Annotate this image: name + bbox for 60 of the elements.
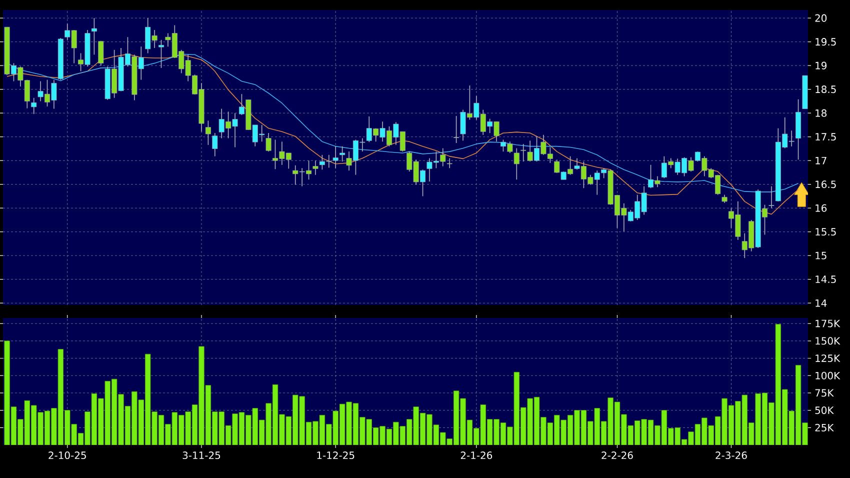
bar [540, 417, 546, 445]
x-tick-label: 2-1-26 [460, 452, 492, 460]
bar [312, 421, 318, 445]
candlestick [514, 148, 520, 180]
bar [768, 402, 774, 445]
bar [380, 426, 386, 445]
y-tick-label: 150K [816, 337, 840, 345]
candlestick [91, 18, 97, 56]
bar [426, 414, 432, 445]
candlestick [768, 186, 774, 208]
candlestick [212, 132, 218, 157]
y-tick-label: 25K [815, 424, 834, 432]
y-tick-label: 17.5 [816, 133, 836, 141]
bar [198, 346, 204, 445]
bar [574, 410, 580, 445]
y-tick-label: 14.5 [816, 276, 836, 284]
bar [654, 425, 660, 445]
y-tick-label: 14 [816, 299, 827, 307]
y-tick-label: 19 [816, 62, 827, 70]
y-tick-label: 19.5 [816, 38, 836, 46]
y-tick-label: 175K [816, 320, 840, 328]
candlestick [454, 116, 460, 144]
x-tick-label: 2-10-25 [48, 452, 86, 460]
x-tick-label: 2-2-26 [602, 452, 633, 460]
y-tick-label: 18 [816, 109, 827, 117]
x-tick-label: 2-3-26 [716, 452, 747, 460]
bar [84, 411, 90, 445]
bar [460, 398, 466, 445]
x-tick-label: 1-12-25 [317, 452, 354, 460]
y-tick-label: 18.5 [816, 86, 836, 94]
y-tick-label: 16 [816, 204, 827, 212]
bar [802, 422, 808, 445]
bar [118, 394, 124, 445]
bar [722, 398, 728, 445]
y-tick-label: 15 [816, 252, 826, 260]
candlestick [520, 144, 526, 162]
y-tick-label: 16.5 [816, 180, 836, 188]
y-tick-label: 75K [815, 389, 834, 397]
candlestick [266, 132, 272, 152]
candlestick [205, 120, 211, 146]
y-tick-label: 20 [815, 14, 827, 22]
bar [51, 408, 57, 445]
candlestick [340, 146, 346, 162]
candlestick [158, 40, 164, 68]
y-tick-label: 17 [816, 156, 826, 164]
y-tick-label: 100K [816, 372, 840, 380]
bar [4, 340, 10, 445]
candlestick [312, 160, 318, 176]
candlestick [98, 40, 104, 66]
y-tick-label: 125K [816, 354, 840, 362]
candlestick [446, 158, 452, 169]
bar [232, 414, 238, 445]
y-tick-label: 15.5 [816, 228, 836, 236]
x-tick-label: 3-11-25 [182, 452, 220, 460]
bar [608, 398, 614, 445]
y-tick-label: 50K [815, 406, 834, 414]
candlestick [31, 97, 37, 114]
bar [346, 402, 352, 445]
bar [688, 432, 694, 445]
bar [494, 419, 500, 445]
